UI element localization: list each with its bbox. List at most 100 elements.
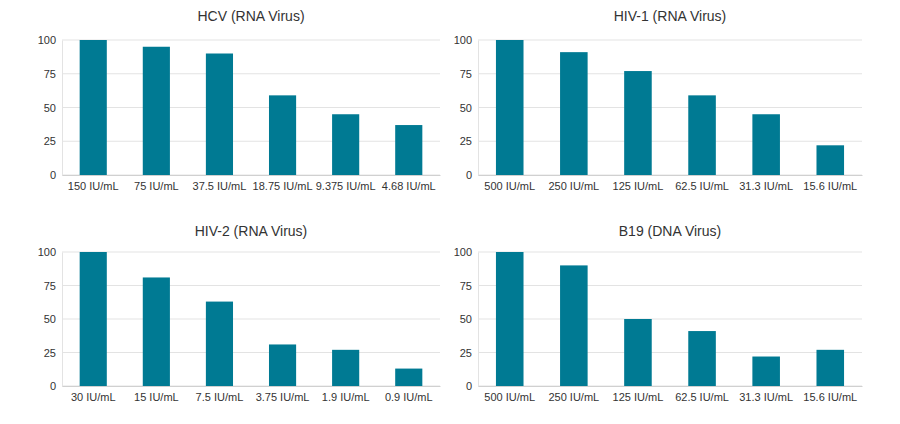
tick: 75 IU/mL xyxy=(134,175,179,192)
axis-line xyxy=(478,253,479,387)
tick: 25 xyxy=(44,135,62,147)
tick: 100 xyxy=(38,246,62,258)
tick-label: 100 xyxy=(454,34,472,46)
tick-label: 250 IU/mL xyxy=(548,391,599,403)
grid-line xyxy=(478,319,862,320)
tick: 75 xyxy=(44,280,62,292)
x-axis: 500 IU/mL 250 IU/mL 125 IU/mL 62.5 IU/mL 31.… xyxy=(479,175,863,192)
tick: 75 xyxy=(44,68,62,80)
bar xyxy=(496,40,524,175)
axis-line xyxy=(62,41,63,176)
tick: 50 xyxy=(44,102,62,114)
tick-label: 50 xyxy=(460,102,472,114)
tick: 7.5 IU/mL xyxy=(196,386,244,403)
bar xyxy=(624,71,652,175)
tick: 18.75 IU/mL xyxy=(253,175,313,192)
tick-label: 7.5 IU/mL xyxy=(196,391,244,403)
tick-label: 18.75 IU/mL xyxy=(253,180,313,192)
bar xyxy=(688,331,716,386)
grid xyxy=(478,252,862,386)
chart-panel: 0 25 50 75 100 500 IU/mL 250 IU/mL 125 IU/mL 62.… xyxy=(454,223,863,403)
grid xyxy=(62,40,440,175)
tick-label: 50 xyxy=(460,313,472,325)
tick-label: 3.75 IU/mL xyxy=(256,391,310,403)
grid-line xyxy=(478,73,862,74)
tick-label: 75 xyxy=(44,280,56,292)
bar xyxy=(560,265,588,386)
chart-title: B19 (DNA Virus) xyxy=(619,223,721,239)
tick-label: 250 IU/mL xyxy=(548,180,599,192)
bar xyxy=(816,350,844,386)
grid-line xyxy=(62,386,440,387)
tick: 100 xyxy=(38,34,62,46)
grid-line xyxy=(62,352,440,353)
tick: 15.6 IU/mL xyxy=(803,386,857,403)
tick: 500 IU/mL xyxy=(484,386,535,403)
tick-label: 25 xyxy=(44,135,56,147)
tick: 37.5 IU/mL xyxy=(193,175,247,192)
bar xyxy=(816,145,844,175)
tick: 125 IU/mL xyxy=(613,175,664,192)
tick: 0 xyxy=(50,380,62,392)
tick-label: 100 xyxy=(454,246,472,258)
bar xyxy=(332,114,359,175)
axis-line xyxy=(478,41,479,176)
x-axis: 150 IU/mL 75 IU/mL 37.5 IU/mL 18.75 IU/mL9.… xyxy=(63,175,441,192)
bar xyxy=(80,40,107,175)
grid-line xyxy=(478,107,862,108)
grid-line xyxy=(478,40,862,41)
tick: 25 xyxy=(460,135,478,147)
tick-label: 0 xyxy=(466,380,472,392)
bar xyxy=(143,277,170,386)
grid-line xyxy=(62,141,440,142)
bar xyxy=(752,357,780,386)
chart-title: HIV-1 (RNA Virus) xyxy=(614,8,727,24)
tick: 31.3 IU/mL xyxy=(739,386,793,403)
grid-line xyxy=(62,107,440,108)
tick-label: 9.375 IU/mL xyxy=(316,180,376,192)
tick-label: 15.6 IU/mL xyxy=(803,391,857,403)
axis-line xyxy=(62,253,63,387)
grid-line xyxy=(62,73,440,74)
bar xyxy=(269,344,296,386)
bar xyxy=(560,52,588,175)
tick-label: 25 xyxy=(460,135,472,147)
grid-line xyxy=(478,285,862,286)
grid-line xyxy=(478,175,862,176)
tick-label: 100 xyxy=(38,246,56,258)
tick-label: 0 xyxy=(466,169,472,181)
bars xyxy=(496,252,844,386)
bar xyxy=(624,319,652,386)
y-axis: 0255075100 xyxy=(454,34,479,181)
tick: 75 xyxy=(460,280,478,292)
tick-label: 25 xyxy=(460,347,472,359)
tick-label: 500 IU/mL xyxy=(484,180,535,192)
tick: 0 xyxy=(466,169,478,181)
tick-label: 150 IU/mL xyxy=(68,180,119,192)
tick: 62.5 IU/mL xyxy=(675,175,729,192)
bar xyxy=(395,125,422,175)
tick-label: 31.3 IU/mL xyxy=(739,180,793,192)
tick: 25 xyxy=(460,347,478,359)
tick-label: 31.3 IU/mL xyxy=(739,391,793,403)
tick: 25 xyxy=(44,347,62,359)
tick: 150 IU/mL xyxy=(68,175,119,192)
tick: 0 xyxy=(466,380,478,392)
tick-label: 125 IU/mL xyxy=(613,391,664,403)
bar xyxy=(395,369,422,386)
tick: 15.6 IU/mL xyxy=(803,175,857,192)
tick-label: 62.5 IU/mL xyxy=(675,391,729,403)
grid-line xyxy=(478,252,862,253)
chart-title: HCV (RNA Virus) xyxy=(197,8,304,24)
bar xyxy=(206,302,233,386)
grid xyxy=(62,252,440,386)
axis-line xyxy=(479,386,863,387)
tick: 100 xyxy=(454,34,478,46)
bar xyxy=(269,95,296,175)
grid-line xyxy=(62,252,440,253)
axis-line xyxy=(63,386,441,387)
tick-label: 62.5 IU/mL xyxy=(675,180,729,192)
tick: 125 IU/mL xyxy=(613,386,664,403)
tick: 250 IU/mL xyxy=(548,386,599,403)
tick-label: 0 xyxy=(50,169,56,181)
